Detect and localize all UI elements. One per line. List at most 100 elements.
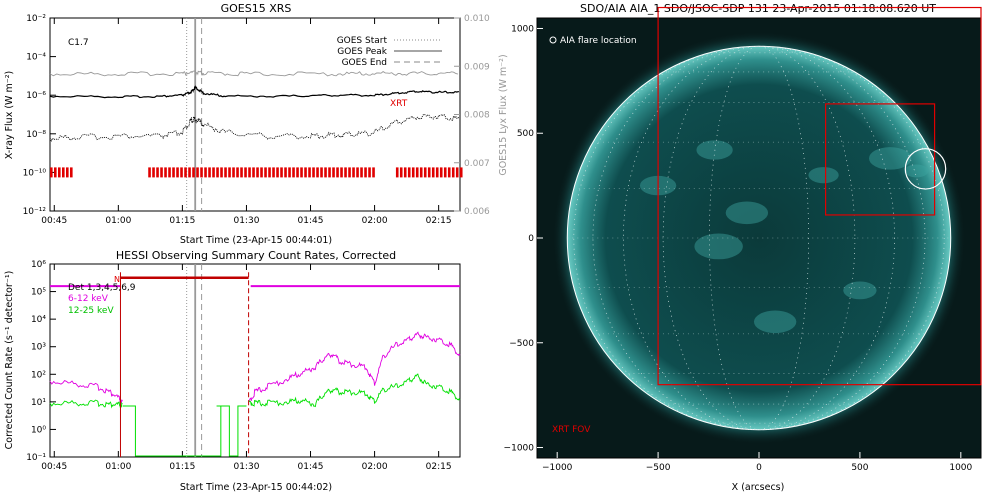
y-tick-label: 10⁻⁸ [26,130,46,140]
xrt-marker [236,167,239,178]
xrt-marker [224,167,227,178]
aia-x-tick-label: 500 [851,463,868,473]
y2-tick-label: 0.008 [464,111,490,121]
y2-tick-label: 0.009 [464,62,490,72]
active-region [868,147,912,170]
night-marker: N [114,275,120,284]
legend-goes-peak: GOES Peak [337,47,387,57]
aia-y-tick-label: 500 [517,129,534,139]
xrt-marker [415,167,419,178]
xrt-marker [431,167,435,178]
x-tick-label: 01:00 [105,216,131,226]
goes-title: GOES15 XRS [221,2,292,15]
goes-panel: GOES15 XRS 00:45 01:00 01:15 01:30 01:45 02:0… [4,2,509,246]
goes-plot-frame [49,17,461,212]
xrt-marker [411,167,415,178]
floor-drop [216,405,247,457]
legend-goes-end: GOES End [342,58,387,68]
flare-location-circle [904,148,947,190]
x-tick-label: 02:15 [426,216,452,226]
y-tick-label: 10⁻² [26,14,46,24]
xrt-marker [447,167,451,178]
goes-series [49,70,460,142]
xrt-marker [316,167,319,178]
xrt-marker [248,167,251,178]
hessi-y-ticks: 10⁶ 10⁵ 10⁴ 10³ 10² 10¹ 10⁰ 10⁻¹ [26,260,56,463]
x-tick-label: 02:00 [362,216,388,226]
active-region [843,281,877,300]
xrt-marker [288,167,291,178]
xrt-marker [204,167,207,178]
xrt-marker [439,167,443,178]
xrt-marker [276,167,279,178]
xrt-marker [280,167,283,178]
xrt-marker [208,167,211,178]
xrt-marker [228,167,231,178]
hessi-x-label: Start Time (23-Apr-15 00:44:02) [180,482,332,493]
xrt-marker [284,167,287,178]
xrt-marker [320,167,323,178]
xrt-marker [336,167,339,178]
y-tick-label: 10⁻⁴ [26,53,46,63]
xrt-marker [395,167,399,178]
xrt-marker [256,167,259,178]
goes-legend: GOES Start GOES Peak GOES End [337,36,442,68]
xrt-marker [356,167,359,178]
aia-title: SDO/AIA AIA_1 SDO/JSOC-SDP 131 23-Apr-20… [580,2,936,15]
legend-goes-start: GOES Start [337,36,388,46]
hessi-series-12-25-keV [49,399,123,409]
xrt-fov-label: XRT FOV [552,425,591,435]
xrt-marker [156,167,159,178]
xrt-marker [407,167,411,178]
goes-series-long [49,85,459,99]
goes-y2-label: GOES15 Lyx Flux (W m⁻²) [498,54,509,175]
xrt-marker [240,167,243,178]
hessi-series [49,285,461,457]
hessi-plot-frame [49,263,461,458]
y-tick-label: 10⁻¹⁰ [23,168,47,178]
xrt-marker [324,167,327,178]
xrt-marker [66,167,69,178]
aia-x-tick-label: −1000 [542,463,573,473]
x-tick-label: 00:45 [41,462,67,472]
xrt-marker [352,167,355,178]
legend-12-25-kev: 12-25 keV [68,306,114,316]
aia-legend-symbol [549,36,557,44]
x-tick-label: 01:45 [298,216,324,226]
aia-panel: SDO/AIA AIA_1 SDO/JSOC-SDP 131 23-Apr-20… [504,2,982,493]
xrt-marker [264,167,267,178]
legend-6-12-kev: 6-12 keV [68,294,109,304]
flare-zoom-box [824,103,936,216]
xrt-marker [328,167,331,178]
xrt-marker [160,167,163,178]
active-region [696,140,733,160]
y2-tick-label: 0.010 [464,14,490,24]
aia-x-tick-label: 1000 [949,463,972,473]
goes-x-label: Start Time (23-Apr-15 00:44:01) [180,235,332,246]
hessi-y-label: Corrected Count Rate (s⁻¹ detector⁻¹) [4,271,15,450]
x-tick-label: 00:45 [41,216,67,226]
xrt-marker [419,167,423,178]
xrt-marker [188,167,191,178]
longitude-line [573,45,945,431]
y2-tick-label: 0.006 [464,207,490,217]
xrt-marker [216,167,219,178]
xrt-marker [372,167,375,178]
xrt-marker [58,167,61,178]
xrt-marker [272,167,275,178]
xrt-marker [180,167,183,178]
xrt-marker [252,167,255,178]
longitude-line [709,45,809,431]
xrt-marker [300,167,303,178]
aia-legend: AIA flare location [560,36,637,46]
hessi-night-bar [119,272,250,457]
aia-overlays [549,6,982,386]
xrt-marker [340,167,343,178]
xrt-marker [368,167,371,178]
aia-y-tick-label: −500 [509,339,534,349]
hessi-title: HESSI Observing Summary Count Rates, Cor… [116,249,396,262]
x-tick-label: 01:00 [105,462,131,472]
longitude-line [592,45,926,431]
x-tick-label: 01:30 [233,462,259,472]
